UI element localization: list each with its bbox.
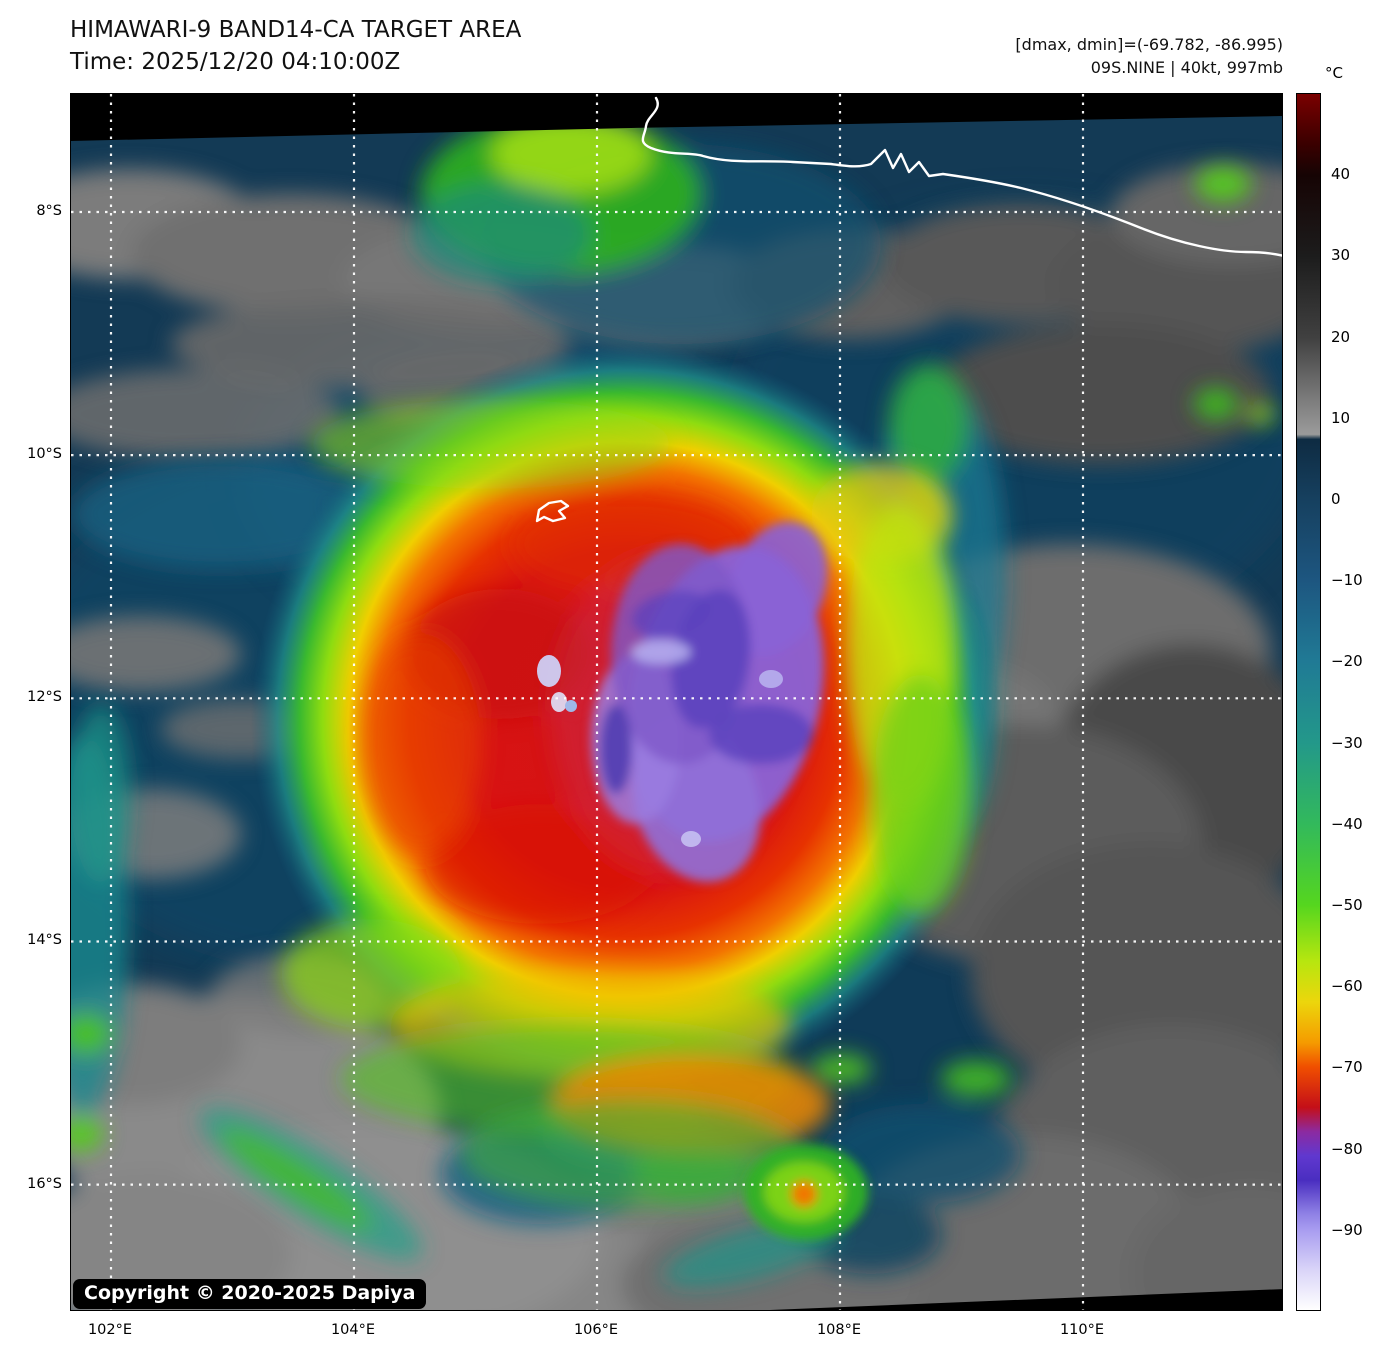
page-title: HIMAWARI-9 BAND14-CA TARGET AREA — [70, 17, 522, 43]
colorbar-tick-label: −70 — [1331, 1058, 1363, 1077]
lat-tick-label: 10°S — [27, 446, 62, 463]
lon-tick-label: 102°E — [87, 1322, 133, 1338]
colorbar-tick-label: −50 — [1331, 896, 1363, 914]
christmas-island-outline — [535, 499, 570, 523]
colorbar-tick-label: −40 — [1331, 814, 1363, 833]
colorbar-tick-label: 40 — [1331, 165, 1351, 184]
storm-info: 09S.NINE | 40kt, 997mb — [1090, 58, 1283, 77]
lat-tick-label: 14°S — [27, 932, 62, 949]
colorbar-tick-label: −10 — [1331, 571, 1363, 590]
info-block: [dmax, dmin]=(-69.782, -86.995) 09S.NINE… — [1015, 33, 1283, 79]
colorbar-tick-label: −80 — [1331, 1139, 1363, 1158]
timestamp: Time: 2025/12/20 04:10:00Z — [70, 49, 401, 75]
colorbar-tick-label: 20 — [1331, 327, 1351, 346]
coastline-layer — [535, 96, 1282, 523]
colorbar-tick-label: −90 — [1331, 1220, 1363, 1239]
scan-edge-wedges — [71, 94, 1282, 1310]
colorbar-tick-label: −60 — [1331, 977, 1363, 996]
satellite-image — [71, 94, 1282, 1310]
lon-tick-label: 106°E — [573, 1322, 619, 1338]
lon-tick-label: 108°E — [816, 1322, 862, 1338]
colorbar-tick-label: 30 — [1331, 246, 1351, 265]
lat-tick-label: 8°S — [36, 203, 62, 219]
lat-tick-label: 16°S — [27, 1175, 62, 1192]
temperature-colorbar — [1296, 93, 1321, 1311]
colorbar-tick-label: −20 — [1331, 652, 1363, 671]
lon-tick-label: 104°E — [330, 1322, 376, 1338]
dmax-dmin-readout: [dmax, dmin]=(-69.782, -86.995) — [1015, 35, 1283, 54]
java-coastline-path — [641, 96, 1282, 257]
lon-tick-label: 110°E — [1059, 1322, 1105, 1338]
colorbar-tick-label: −30 — [1331, 733, 1363, 752]
overshooting-tops — [537, 655, 783, 847]
copyright-badge: Copyright © 2020-2025 Dapiya — [73, 1279, 427, 1309]
cyclone — [251, 344, 1001, 1240]
colorbar-unit-label: °C — [1325, 64, 1343, 82]
title-block: HIMAWARI-9 BAND14-CA TARGET AREA Time: 2… — [70, 14, 521, 78]
colorbar-tick-label: 10 — [1331, 408, 1351, 427]
satellite-map: Copyright © 2020-2025 Dapiya — [70, 93, 1283, 1311]
colorbar-tick-label: 0 — [1331, 490, 1341, 508]
lat-tick-label: 12°S — [27, 689, 62, 706]
cold-cloud-top-core — [591, 521, 828, 883]
